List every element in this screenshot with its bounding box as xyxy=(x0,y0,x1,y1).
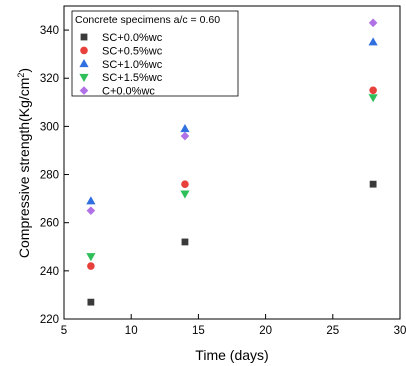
data-point xyxy=(87,262,95,270)
data-point xyxy=(180,190,190,199)
series-3 xyxy=(86,94,378,262)
x-tick-label: 25 xyxy=(326,325,339,337)
data-point xyxy=(180,131,190,141)
x-tick-label: 20 xyxy=(259,325,272,337)
y-tick-label: 340 xyxy=(40,25,59,37)
y-axis-title-main: Compressive strength(Kg/cm xyxy=(16,78,32,259)
y-axis-title-superscript: 2 xyxy=(16,73,26,78)
data-point xyxy=(181,238,189,246)
y-tick-label: 300 xyxy=(40,121,59,133)
data-point xyxy=(86,206,96,215)
x-tick-label: 10 xyxy=(125,325,138,337)
y-axis-title-close: ) xyxy=(16,68,32,73)
legend-label: SC+1.0%wc xyxy=(102,59,163,71)
x-axis-title: Time (days) xyxy=(195,347,268,363)
x-tick-label: 5 xyxy=(61,325,67,337)
data-point xyxy=(86,196,96,205)
data-point xyxy=(368,94,378,103)
y-tick-label: 260 xyxy=(40,218,59,230)
legend-marker xyxy=(79,86,89,95)
legend-label: SC+0.0%wc xyxy=(102,32,163,44)
data-points xyxy=(86,18,378,306)
data-point xyxy=(87,298,95,306)
y-tick-label: 280 xyxy=(40,170,59,182)
data-point xyxy=(86,253,96,262)
legend-marker xyxy=(79,59,89,68)
legend-marker xyxy=(80,33,88,41)
series-2 xyxy=(86,37,378,205)
data-point xyxy=(181,180,189,188)
data-point xyxy=(369,86,377,95)
data-point xyxy=(369,180,377,188)
axis-ticks: 5 10 15 20 25 30 220 240 260 280 300 320 340 xyxy=(40,25,406,337)
y-axis-title: Compressive strength(Kg/cm2) xyxy=(16,68,32,258)
legend-marker xyxy=(79,73,89,82)
data-point xyxy=(368,18,378,28)
x-tick-label: 30 xyxy=(394,325,406,337)
series-4 xyxy=(86,18,378,215)
x-tick-label: 15 xyxy=(192,325,205,337)
legend-label: C+0.0%wc xyxy=(102,86,155,98)
y-tick-label: 240 xyxy=(40,266,59,278)
legend-marker xyxy=(80,46,88,55)
data-point xyxy=(180,123,190,133)
legend-title: Concrete specimens a/c = 0.60 xyxy=(75,14,220,26)
series-1 xyxy=(87,86,377,270)
legend-label: SC+1.5%wc xyxy=(102,72,163,84)
y-tick-label: 320 xyxy=(40,73,59,85)
series-0 xyxy=(87,180,377,306)
y-tick-label: 220 xyxy=(40,314,59,326)
data-point xyxy=(368,37,378,46)
legend-box xyxy=(71,10,239,97)
legend: Concrete specimens a/c = 0.60 SC+0.0%wcS… xyxy=(71,10,239,98)
plot-frame xyxy=(63,5,401,320)
legend-label: SC+0.5%wc xyxy=(102,45,163,57)
